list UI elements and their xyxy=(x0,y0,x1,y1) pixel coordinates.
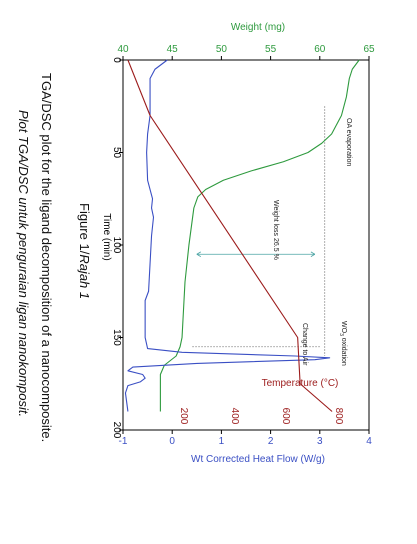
caption-title-italic: Rajah 1 xyxy=(77,254,92,299)
weight-tick-label: 55 xyxy=(265,44,277,55)
heat-tick-label: 2 xyxy=(268,436,274,447)
annotation-oa-evaporation: OA evaporation xyxy=(345,118,352,166)
wo3-prefix: WO xyxy=(340,321,347,334)
time-axis-label: Time (min) xyxy=(101,213,112,260)
temperature-tick-label: 600 xyxy=(280,408,291,425)
guide-arrowhead xyxy=(310,251,316,257)
heat-tick-label: 4 xyxy=(366,436,372,447)
series-weight-line xyxy=(159,59,360,412)
series-heat_flow-line xyxy=(124,59,331,412)
heat-tick-label: 3 xyxy=(317,436,323,447)
weight-axis-label: Weight (mg) xyxy=(231,22,285,33)
caption-title-prefix: Figure 1/ xyxy=(77,203,92,255)
weight-tick-label: 45 xyxy=(167,44,179,55)
weight-tick-label: 65 xyxy=(363,44,375,55)
annotation-wo3-oxidation: WO3 oxidation xyxy=(338,321,347,366)
heat-tick-label: -1 xyxy=(119,436,128,447)
weight-tick-label: 60 xyxy=(314,44,326,55)
annotation-change-to-air: Change to Air xyxy=(301,323,308,366)
time-tick-label: 50 xyxy=(111,147,122,159)
temperature-tick-label: 400 xyxy=(229,408,240,425)
wo3-subscript: 3 xyxy=(338,333,344,336)
temperature-tick-label: 800 xyxy=(333,408,344,425)
heat-axis-label: Wt Corrected Heat Flow (W/g) xyxy=(191,454,325,465)
weight-tick-label: 40 xyxy=(117,44,129,55)
heat-tick-label: 1 xyxy=(219,436,225,447)
figure-caption-title: Figure 1/Rajah 1 xyxy=(77,203,92,299)
figure-caption-english: TGA/DSC plot for the ligand decompositio… xyxy=(39,73,54,442)
time-tick-label: 0 xyxy=(111,57,122,63)
wo3-suffix: oxidation xyxy=(340,336,347,366)
weight-tick-label: 50 xyxy=(216,44,228,55)
figure-caption-malay: Plot TGA/DSC untuk penguraian ligan nano… xyxy=(16,110,31,417)
series-temperature-line xyxy=(127,59,333,412)
time-tick-label: 200 xyxy=(111,422,122,439)
time-tick-label: 150 xyxy=(111,329,122,346)
heat-tick-label: 0 xyxy=(169,436,175,447)
annotation-weight-loss: Weight loss 26.5 % xyxy=(272,200,279,260)
temperature-tick-label: 200 xyxy=(178,408,189,425)
guide-arrowhead xyxy=(196,251,202,257)
time-tick-label: 100 xyxy=(111,237,122,254)
